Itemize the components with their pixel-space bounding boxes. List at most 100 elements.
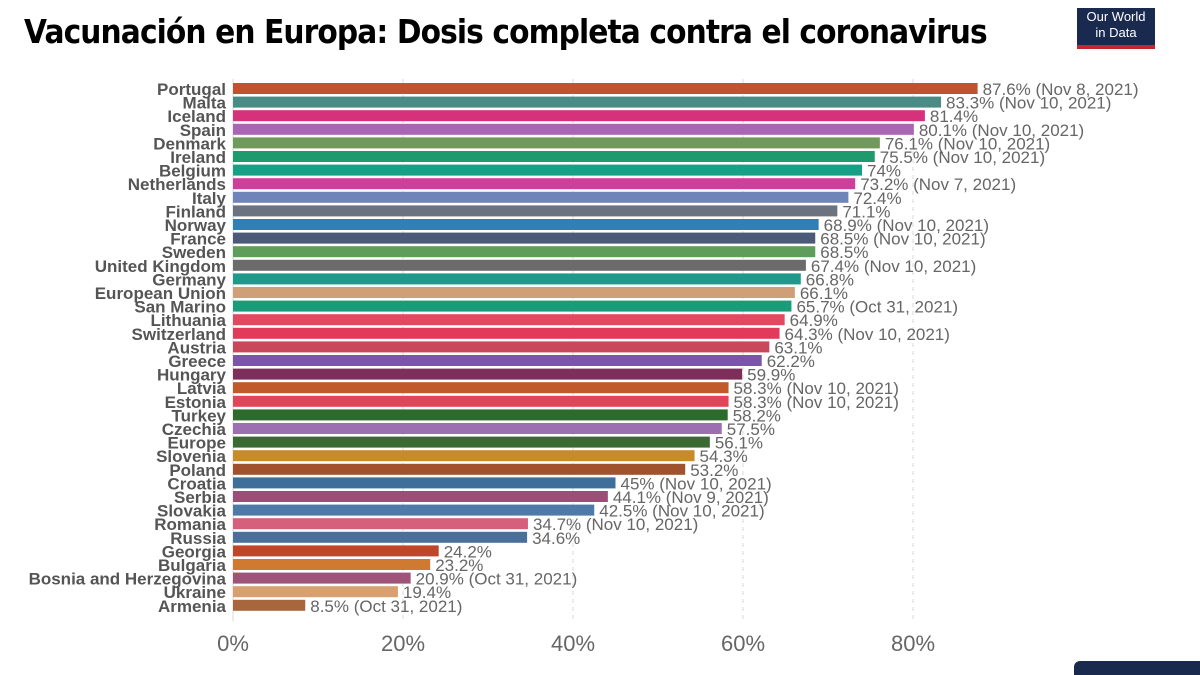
bar[interactable] — [233, 368, 743, 380]
category-label: Latvia — [177, 379, 227, 398]
bar[interactable] — [233, 355, 762, 366]
x-tick-label: 20% — [381, 631, 425, 656]
bar[interactable] — [233, 232, 816, 244]
bar[interactable] — [233, 314, 785, 326]
value-label: 65.7% (Oct 31, 2021) — [796, 298, 958, 317]
bar[interactable] — [233, 423, 722, 434]
value-label: 73.2% (Nov 7, 2021) — [860, 175, 1016, 194]
bar[interactable] — [233, 246, 816, 258]
value-label: 80.1% (Nov 10, 2021) — [919, 121, 1084, 140]
bar[interactable] — [233, 191, 849, 203]
value-label: 71.1% — [842, 202, 890, 221]
bar[interactable] — [233, 164, 862, 176]
category-label: Turkey — [172, 406, 227, 425]
category-label: Europe — [167, 434, 226, 453]
bar[interactable] — [233, 599, 306, 611]
value-label: 45% (Nov 10, 2021) — [621, 474, 772, 493]
category-label: France — [170, 230, 226, 249]
category-label: Bosnia and Herzegovina — [29, 570, 227, 589]
bar[interactable] — [233, 300, 792, 312]
category-label: Germany — [152, 270, 226, 289]
value-label: 56.1% — [715, 434, 763, 453]
bar[interactable] — [233, 327, 780, 339]
bar[interactable] — [233, 559, 431, 570]
value-label: 63.1% — [774, 338, 822, 357]
category-label: Spain — [180, 121, 226, 140]
category-label: Romania — [154, 515, 226, 534]
value-label: 81.4% — [930, 107, 978, 126]
value-label: 66.1% — [800, 284, 848, 303]
category-label: Iceland — [167, 107, 226, 126]
value-labels: 87.6% (Nov 8, 2021)83.3% (Nov 10, 2021)8… — [310, 80, 1138, 616]
bar[interactable] — [233, 341, 770, 353]
value-label: 8.5% (Oct 31, 2021) — [310, 597, 462, 616]
bar[interactable] — [233, 477, 616, 489]
bars — [233, 83, 978, 611]
bar[interactable] — [233, 491, 608, 502]
bar[interactable] — [233, 83, 978, 94]
category-label: Norway — [165, 216, 227, 235]
bar[interactable] — [233, 219, 819, 230]
category-label: Hungary — [157, 366, 227, 385]
value-label: 67.4% (Nov 10, 2021) — [811, 257, 976, 276]
category-label: Greece — [168, 352, 226, 371]
category-label: United Kingdom — [95, 257, 226, 276]
bar[interactable] — [233, 259, 806, 271]
value-label: 24.2% — [444, 542, 492, 561]
bar[interactable] — [233, 572, 411, 584]
category-label: Bulgaria — [158, 556, 227, 575]
value-label: 74% — [867, 162, 901, 181]
category-label: Ireland — [170, 148, 226, 167]
value-label: 19.4% — [403, 583, 451, 602]
category-label: Poland — [169, 461, 226, 480]
x-tick-label: 80% — [891, 631, 935, 656]
value-label: 68.5% (Nov 10, 2021) — [820, 230, 985, 249]
bar[interactable] — [233, 287, 795, 298]
bar[interactable] — [233, 586, 398, 598]
category-label: Croatia — [167, 474, 226, 493]
category-label: Ukraine — [164, 583, 226, 602]
category-label: European Union — [95, 284, 226, 303]
bar[interactable] — [233, 436, 710, 448]
bar[interactable] — [233, 545, 439, 557]
category-label: Serbia — [174, 488, 227, 507]
owid-logo[interactable]: Our World in Data — [1077, 8, 1155, 49]
category-label: Armenia — [158, 597, 227, 616]
bar[interactable] — [233, 110, 925, 122]
bar[interactable] — [233, 151, 875, 162]
category-label: Slovakia — [157, 502, 227, 521]
x-tick-label: 0% — [217, 631, 249, 656]
bar[interactable] — [233, 273, 801, 285]
bar[interactable] — [233, 137, 880, 149]
value-label: 62.2% — [767, 352, 815, 371]
category-label: Malta — [183, 94, 227, 113]
value-label: 72.4% — [853, 189, 901, 208]
category-label: Estonia — [165, 393, 227, 412]
category-label: Sweden — [162, 243, 226, 262]
category-label: Netherlands — [128, 175, 226, 194]
logo-line-2: in Data — [1095, 25, 1137, 40]
category-label: Austria — [167, 338, 226, 357]
bar[interactable] — [233, 518, 528, 530]
bar[interactable] — [233, 531, 528, 543]
value-label: 66.8% — [806, 270, 854, 289]
x-axis-ticks: 0% 20% 40% 60% 80% — [217, 631, 935, 656]
value-label: 68.9% (Nov 10, 2021) — [824, 216, 989, 235]
page-title: Vacunación en Europa: Dosis completa con… — [24, 12, 988, 51]
category-label: Denmark — [153, 134, 226, 153]
bar[interactable] — [233, 205, 838, 217]
bar[interactable] — [233, 123, 914, 135]
bar[interactable] — [233, 382, 729, 394]
bar[interactable] — [233, 504, 595, 516]
category-label: Georgia — [162, 542, 227, 561]
bar[interactable] — [233, 178, 856, 190]
value-label: 42.5% (Nov 10, 2021) — [599, 502, 764, 521]
bar[interactable] — [233, 96, 942, 108]
value-label: 53.2% — [690, 461, 738, 480]
bar[interactable] — [233, 395, 729, 407]
value-label: 34.6% — [532, 529, 580, 548]
bar[interactable] — [233, 409, 728, 421]
bar[interactable] — [233, 450, 695, 462]
bar[interactable] — [233, 463, 686, 475]
